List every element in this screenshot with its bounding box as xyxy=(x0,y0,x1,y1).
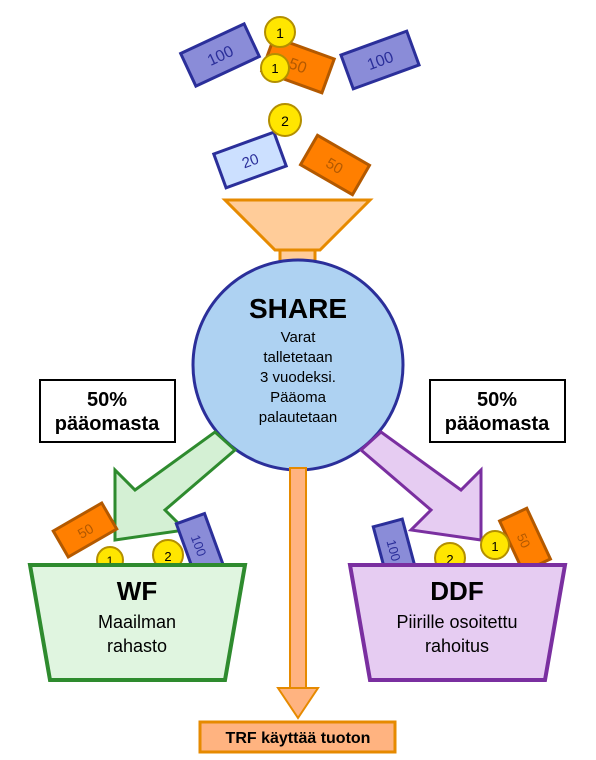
coin-1-mid-label: 1 xyxy=(271,61,278,76)
left-percent-line1: 50% xyxy=(87,389,127,411)
right-percent-line1: 50% xyxy=(477,389,517,411)
top-money-group: 100 50 100 1 1 20 50 2 xyxy=(181,17,419,195)
coin-2-mid-label: 2 xyxy=(281,113,289,129)
share-title: SHARE xyxy=(249,293,347,324)
wf-line2: rahasto xyxy=(107,636,167,656)
down-arrow xyxy=(278,468,318,718)
bottom-box-text: TRF käyttää tuoton xyxy=(226,730,371,747)
right-percent-line2: pääomasta xyxy=(445,413,550,435)
coin-1-top-label: 1 xyxy=(276,25,284,41)
diagram-svg: 100 50 100 1 1 20 50 2 xyxy=(0,0,596,760)
left-percent-line2: pääomasta xyxy=(55,413,160,435)
share-line4: Pääoma xyxy=(270,389,327,406)
wf-title: WF xyxy=(117,576,157,606)
share-line2: talletetaan xyxy=(263,349,332,366)
wf-line1: Maailman xyxy=(98,612,176,632)
svg-text:2: 2 xyxy=(164,549,171,564)
share-line5: palautetaan xyxy=(259,409,337,426)
ddf-line1: Piirille osoitettu xyxy=(396,612,517,632)
ddf-line2: rahoitus xyxy=(425,636,489,656)
funnel xyxy=(225,200,370,268)
svg-text:1: 1 xyxy=(491,539,498,554)
share-line3: 3 vuodeksi. xyxy=(260,369,336,386)
ddf-title: DDF xyxy=(430,576,483,606)
share-line1: Varat xyxy=(281,329,317,346)
